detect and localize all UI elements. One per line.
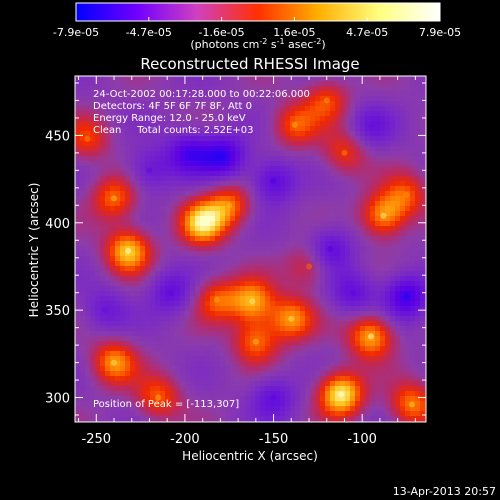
bright-source-mark: [125, 247, 132, 254]
negative-region-mark: [102, 307, 109, 314]
bright-source-mark: [249, 298, 256, 305]
negative-region-mark: [220, 153, 227, 160]
colorbar: -7.9e-05 -4.7e-05 -1.6e-05 1.6e-05 4.7e-05 7.…: [53, 2, 461, 51]
colorbar-unit-label: (photons cm-2 s-1 asec-2): [190, 37, 325, 51]
chart-title: Reconstructed RHESSI Image: [140, 55, 359, 73]
colorbar-tick-label: 4.7e-05: [346, 26, 388, 39]
time-range-text: 24-Oct-2002 00:17:28.000 to 00:22:06.000: [93, 89, 310, 100]
bright-source-mark: [291, 121, 298, 128]
bright-source-mark: [380, 212, 387, 219]
negative-region-mark: [270, 177, 277, 184]
annotations: 24-Oct-2002 00:17:28.000 to 00:22:06.000…: [93, 89, 310, 410]
negative-region-mark: [270, 394, 277, 401]
negative-region-mark: [167, 289, 174, 296]
heatmap-marks: [84, 97, 415, 408]
colorbar-tick-label: -4.7e-05: [126, 26, 172, 39]
bright-source-mark: [213, 296, 220, 303]
y-tick-label: 450: [45, 129, 70, 144]
x-axis: -250 -200 -150 -100: [78, 76, 416, 447]
x-tick-label: -100: [347, 432, 377, 447]
heatmap-canvas: [75, 76, 426, 422]
bright-source-mark: [288, 315, 295, 322]
bright-source-mark: [155, 394, 162, 401]
y-axis-label: Heliocentric Y (arcsec): [27, 183, 41, 318]
bright-source-mark: [199, 219, 206, 226]
bright-source-mark: [403, 191, 410, 198]
x-tick-label: -250: [82, 432, 112, 447]
bright-source-mark: [306, 263, 312, 270]
colorbar-strip: [75, 2, 441, 22]
x-tick-label: -150: [259, 432, 289, 447]
clean-counts-text: Clean Total counts: 2.52E+03: [93, 125, 253, 136]
bright-source-mark: [252, 338, 259, 345]
negative-region-mark: [327, 246, 334, 252]
detectors-text: Detectors: 4F 5F 6F 7F 8F, Att 0: [93, 101, 252, 112]
bright-source-mark: [84, 135, 91, 142]
plot-frame: [74, 75, 427, 423]
negative-region-mark: [350, 289, 357, 296]
bright-source-mark: [111, 195, 117, 202]
peak-position-text: Position of Peak = [-113,307]: [93, 399, 239, 410]
y-tick-label: 300: [45, 392, 70, 407]
x-axis-label: Heliocentric X (arcsec): [182, 449, 318, 463]
bright-source-mark: [111, 359, 117, 366]
bright-source-mark: [408, 401, 415, 408]
bright-source-mark: [337, 391, 344, 398]
x-tick-label: -200: [170, 432, 200, 447]
image-area: [75, 76, 426, 422]
bright-source-mark: [323, 97, 330, 104]
bright-source-mark: [226, 202, 233, 209]
energy-range-text: Energy Range: 12.0 - 25.0 keV: [93, 113, 246, 124]
y-tick-label: 400: [45, 217, 70, 232]
negative-region-mark: [368, 123, 375, 130]
colorbar-tick-label: -1.6e-05: [198, 26, 244, 39]
footer-timestamp: 13-Apr-2013 20:57: [393, 485, 496, 498]
y-tick-label: 350: [45, 304, 70, 319]
negative-region-mark: [185, 149, 192, 156]
negative-region-mark: [146, 167, 153, 174]
y-axis: 300 350 400 450: [45, 82, 426, 416]
colorbar-tick-label: 7.9e-05: [419, 26, 461, 39]
negative-region-mark: [403, 293, 410, 300]
colorbar-tick-label: -7.9e-05: [53, 26, 99, 39]
bright-source-mark: [368, 333, 375, 340]
colorbar-ticks: -7.9e-05 -4.7e-05 -1.6e-05 1.6e-05 4.7e-05 7.…: [53, 17, 461, 39]
colorbar-tick-label: 1.6e-05: [273, 26, 315, 39]
bright-source-mark: [341, 149, 348, 156]
